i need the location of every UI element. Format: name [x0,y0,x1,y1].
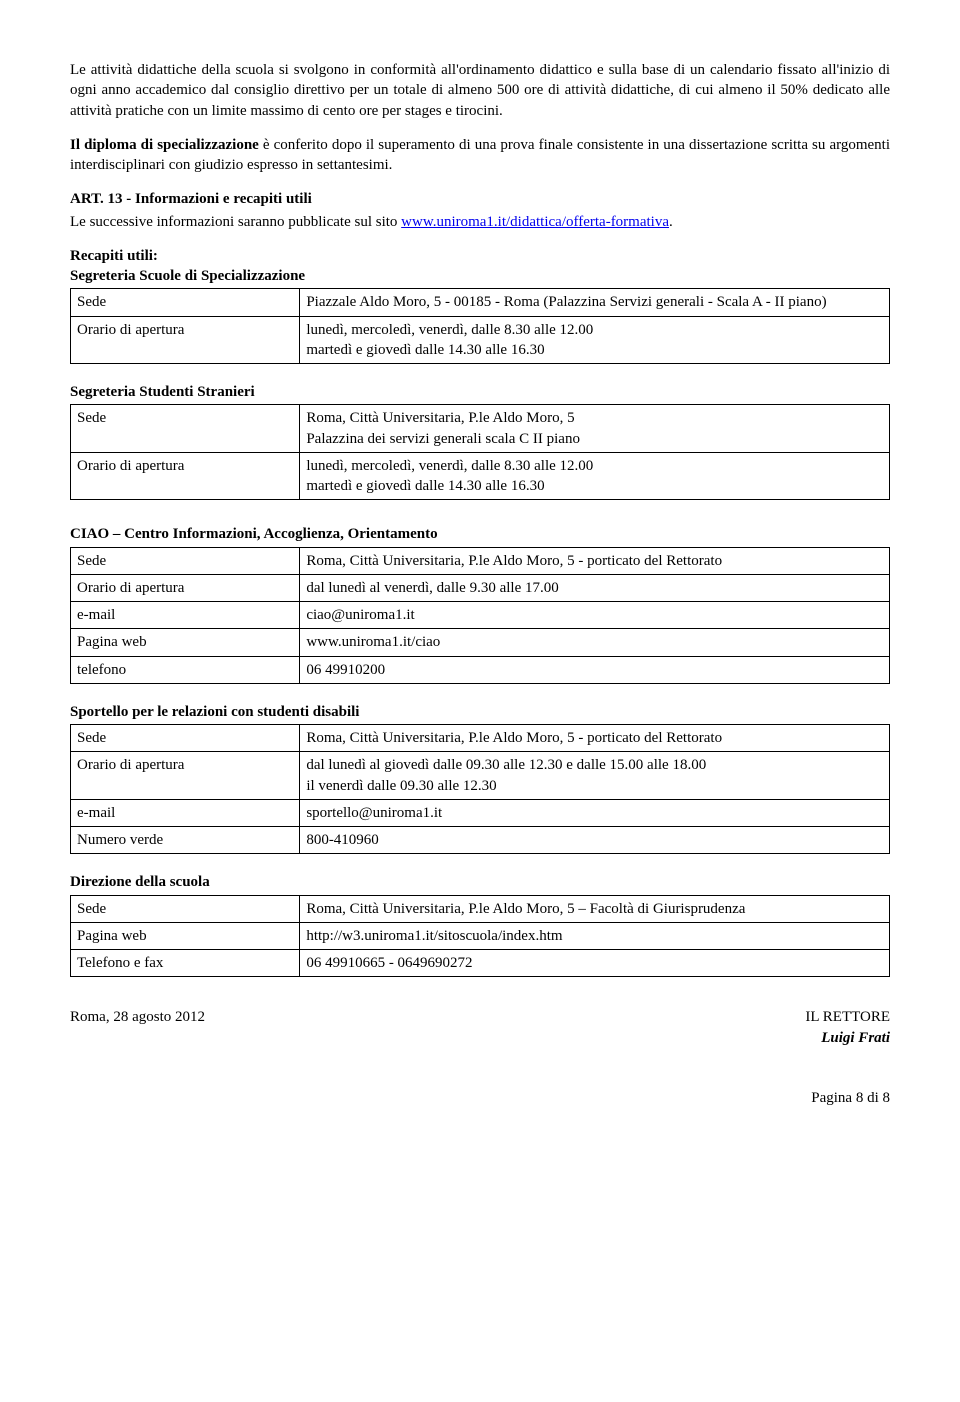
cell-label: telefono [71,656,300,683]
cell-value: Roma, Città Universitaria, P.le Aldo Mor… [300,547,890,574]
table-row: e-mailciao@uniroma1.it [71,602,890,629]
cell-label: Orario di apertura [71,752,300,800]
cell-label: Pagina web [71,922,300,949]
cell-value: lunedì, mercoledì, venerdì, dalle 8.30 a… [300,316,890,364]
link-offerta-formativa[interactable]: www.uniroma1.it/didattica/offerta-format… [401,214,669,230]
cell-value: ciao@uniroma1.it [300,602,890,629]
table1-title: Segreteria Scuole di Specializzazione [70,266,890,286]
page-number: Pagina 8 di 8 [70,1088,890,1108]
cell-value: dal lunedì al giovedì dalle 09.30 alle 1… [300,752,890,800]
table5-title: Direzione della scuola [70,872,890,892]
table-row: Telefono e fax06 49910665 - 0649690272 [71,950,890,977]
table-row: SedeRoma, Città Universitaria, P.le Aldo… [71,547,890,574]
table2-title: Segreteria Studenti Stranieri [70,382,890,402]
table3-title: CIAO – Centro Informazioni, Accoglienza,… [70,524,890,544]
table-row: e-mailsportello@uniroma1.it [71,799,890,826]
cell-label: e-mail [71,602,300,629]
recapiti-title: Recapiti utili: [70,246,890,266]
cell-value: sportello@uniroma1.it [300,799,890,826]
cell-value: http://w3.uniroma1.it/sitoscuola/index.h… [300,922,890,949]
table-row: SedeRoma, Città Universitaria, P.le Aldo… [71,725,890,752]
footer-signature-row: Roma, 28 agosto 2012 IL RETTORE Luigi Fr… [70,1007,890,1048]
cell-value: www.uniroma1.it/ciao [300,629,890,656]
cell-label: Orario di apertura [71,574,300,601]
paragraph-activities: Le attività didattiche della scuola si s… [70,60,890,121]
footer-signature: IL RETTORE Luigi Frati [805,1007,890,1048]
cell-value: lunedì, mercoledì, venerdì, dalle 8.30 a… [300,452,890,500]
cell-value: Roma, Città Universitaria, P.le Aldo Mor… [300,725,890,752]
cell-label: Orario di apertura [71,452,300,500]
cell-value: 06 49910200 [300,656,890,683]
table-row: SedePiazzale Aldo Moro, 5 - 00185 - Roma… [71,289,890,316]
table-segreteria-stranieri: SedeRoma, Città Universitaria, P.le Aldo… [70,404,890,500]
cell-label: e-mail [71,799,300,826]
cell-value: 06 49910665 - 0649690272 [300,950,890,977]
table-row: Pagina webhttp://w3.uniroma1.it/sitoscuo… [71,922,890,949]
table-direzione-scuola: SedeRoma, Città Universitaria, P.le Aldo… [70,895,890,978]
art13-paragraph: Le successive informazioni saranno pubbl… [70,212,890,232]
table-row: Orario di aperturadal lunedì al venerdì,… [71,574,890,601]
table4-title: Sportello per le relazioni con studenti … [70,702,890,722]
paragraph-diploma: Il diploma di specializzazione è conferi… [70,135,890,176]
cell-label: Sede [71,405,300,453]
cell-value: Roma, Città Universitaria, P.le Aldo Mor… [300,405,890,453]
table-row: SedeRoma, Città Universitaria, P.le Aldo… [71,405,890,453]
art13-title: ART. 13 - Informazioni e recapiti utili [70,189,890,209]
cell-value: Piazzale Aldo Moro, 5 - 00185 - Roma (Pa… [300,289,890,316]
table-row: Orario di aperturalunedì, mercoledì, ven… [71,316,890,364]
cell-label: Sede [71,289,300,316]
cell-value: Roma, Città Universitaria, P.le Aldo Mor… [300,895,890,922]
cell-label: Numero verde [71,827,300,854]
table-segreteria-scuole: SedePiazzale Aldo Moro, 5 - 00185 - Roma… [70,288,890,364]
cell-value: dal lunedì al venerdì, dalle 9.30 alle 1… [300,574,890,601]
table-row: Pagina webwww.uniroma1.it/ciao [71,629,890,656]
cell-label: Sede [71,547,300,574]
art13-text-1: Le successive informazioni saranno pubbl… [70,214,401,230]
signature-name: Luigi Frati [805,1028,890,1048]
cell-label: Sede [71,895,300,922]
table-row: Orario di aperturalunedì, mercoledì, ven… [71,452,890,500]
art13-text-2: . [669,214,673,230]
table-ciao: SedeRoma, Città Universitaria, P.le Aldo… [70,547,890,684]
cell-label: Pagina web [71,629,300,656]
table-sportello-disabili: SedeRoma, Città Universitaria, P.le Aldo… [70,724,890,854]
cell-label: Orario di apertura [71,316,300,364]
signature-title: IL RETTORE [805,1007,890,1027]
table-row: telefono06 49910200 [71,656,890,683]
cell-value: 800-410960 [300,827,890,854]
footer-date: Roma, 28 agosto 2012 [70,1007,205,1048]
cell-label: Sede [71,725,300,752]
cell-label: Telefono e fax [71,950,300,977]
table-row: SedeRoma, Città Universitaria, P.le Aldo… [71,895,890,922]
diploma-label: Il diploma di specializzazione [70,137,259,153]
table-row: Orario di aperturadal lunedì al giovedì … [71,752,890,800]
table-row: Numero verde800-410960 [71,827,890,854]
